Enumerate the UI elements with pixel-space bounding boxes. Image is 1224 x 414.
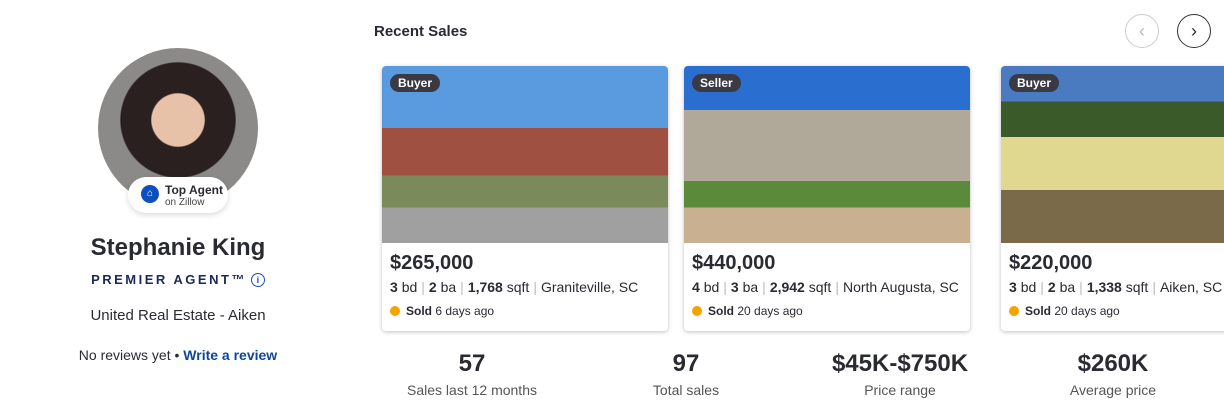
- baths-label: ba: [1059, 279, 1076, 295]
- property-photo: Buyer: [1001, 66, 1224, 243]
- role-tag: Seller: [692, 74, 741, 92]
- beds-label: bd: [703, 279, 720, 295]
- baths: 3: [730, 279, 739, 295]
- sold-time: 20 days ago: [737, 304, 803, 318]
- sqft: 1,768: [467, 279, 503, 295]
- status-dot-icon: [390, 306, 400, 316]
- sold-label: Sold: [406, 304, 432, 318]
- location: Aiken, SC: [1159, 279, 1223, 295]
- stat-price-range: $45K-$750K Price range: [800, 350, 1000, 398]
- write-review-link[interactable]: Write a review: [183, 347, 278, 363]
- sqft: 2,942: [769, 279, 805, 295]
- location: North Augusta, SC: [842, 279, 959, 295]
- role-tag: Buyer: [1009, 74, 1060, 92]
- property-photo: Buyer: [382, 66, 668, 243]
- brokerage: United Real Estate - Aiken: [90, 307, 266, 324]
- stat-label: Total sales: [652, 382, 720, 398]
- baths: 2: [428, 279, 437, 295]
- beds-label: bd: [401, 279, 418, 295]
- stat-label: Average price: [1069, 382, 1157, 398]
- badge-title: Top Agent: [165, 183, 223, 197]
- status-dot-icon: [692, 306, 702, 316]
- sqft-label: sqft: [808, 279, 832, 295]
- sale-price: $440,000: [692, 252, 776, 274]
- beds: 3: [1009, 279, 1017, 295]
- info-icon[interactable]: i: [250, 273, 265, 287]
- stat-value: 97: [672, 350, 700, 377]
- location: Graniteville, SC: [540, 279, 639, 295]
- next-button[interactable]: ›: [1177, 14, 1211, 48]
- sale-card[interactable]: Buyer $265,000 3 bd | 2 ba | 1,768 sqft | Gran…: [382, 66, 668, 331]
- sold-label: Sold: [1025, 304, 1051, 318]
- sqft-label: sqft: [506, 279, 530, 295]
- stat-value: 57: [458, 350, 486, 377]
- sold-status: Sold 6 days ago: [390, 304, 494, 318]
- bullet: •: [170, 347, 184, 363]
- property-photo: Seller: [684, 66, 970, 243]
- property-details: 4 bd | 3 ba | 2,942 sqft | North Augusta, SC: [692, 279, 959, 295]
- sale-card[interactable]: Seller $440,000 4 bd | 3 ba | 2,942 sqft | Nor…: [684, 66, 970, 331]
- stat-average-price: $260K Average price: [1013, 350, 1213, 398]
- stat-value: $260K: [1077, 350, 1149, 377]
- reviews-text: No reviews yet: [78, 347, 171, 363]
- stat-value: $45K-$750K: [831, 350, 969, 377]
- sale-price: $220,000: [1009, 252, 1093, 274]
- reviews-line: No reviews yet • Write a review: [0, 347, 356, 363]
- sold-time: 20 days ago: [1054, 304, 1120, 318]
- sale-price: $265,000: [390, 252, 474, 274]
- sqft: 1,338: [1086, 279, 1122, 295]
- baths-label: ba: [742, 279, 759, 295]
- sold-status: Sold 20 days ago: [1009, 304, 1120, 318]
- beds-label: bd: [1020, 279, 1037, 295]
- stat-total-sales: 97 Total sales: [586, 350, 786, 398]
- status-dot-icon: [1009, 306, 1019, 316]
- top-agent-badge: ⌂ Top Agent on Zillow: [128, 177, 228, 213]
- sale-card[interactable]: Buyer $220,000 3 bd | 2 ba | 1,338 sqft | Aike…: [1001, 66, 1224, 331]
- sold-status: Sold 20 days ago: [692, 304, 803, 318]
- premier-text: PREMIER AGENT™: [91, 272, 247, 287]
- prev-button[interactable]: ‹: [1125, 14, 1159, 48]
- property-details: 3 bd | 2 ba | 1,768 sqft | Graniteville, SC: [390, 279, 639, 295]
- baths: 2: [1047, 279, 1056, 295]
- premier-agent-label: PREMIER AGENT™ i: [0, 272, 356, 287]
- baths-label: ba: [440, 279, 457, 295]
- badge-subtitle: on Zillow: [165, 197, 205, 208]
- home-ribbon-icon: ⌂: [141, 185, 159, 203]
- sqft-label: sqft: [1125, 279, 1149, 295]
- role-tag: Buyer: [390, 74, 441, 92]
- property-details: 3 bd | 2 ba | 1,338 sqft | Aiken, SC: [1009, 279, 1223, 295]
- beds: 4: [692, 279, 700, 295]
- sold-time: 6 days ago: [435, 304, 495, 318]
- stat-label: Sales last 12 months: [407, 382, 537, 398]
- section-title: Recent Sales: [374, 23, 468, 40]
- stat-sales-12mo: 57 Sales last 12 months: [372, 350, 572, 398]
- beds: 3: [390, 279, 398, 295]
- agent-name: Stephanie King: [90, 234, 266, 261]
- stat-label: Price range: [864, 382, 936, 398]
- sold-label: Sold: [708, 304, 734, 318]
